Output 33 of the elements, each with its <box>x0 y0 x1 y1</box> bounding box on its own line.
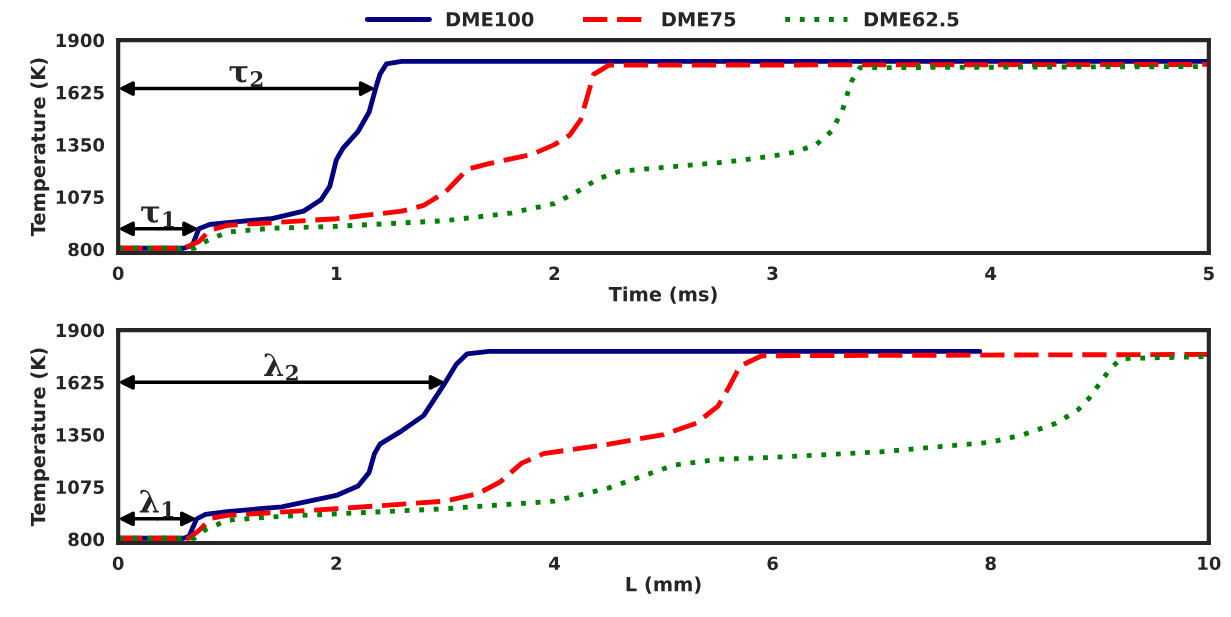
y-tick-label: 1900 <box>56 323 105 338</box>
x-tick-label: 2 <box>331 556 342 570</box>
y-tick-label: 800 <box>68 532 105 547</box>
y-axis-title: Temperature (K) <box>30 58 50 237</box>
y-tick-label: 1625 <box>56 85 104 100</box>
y-tick-label: 1350 <box>56 428 105 442</box>
x-tick-label: 4 <box>985 266 997 280</box>
annotation: λ$_{1}$ <box>139 489 174 518</box>
x-axis-title: Time (ms) <box>608 286 717 304</box>
x-tick-label: 2 <box>549 266 560 280</box>
y-tick-label: 1900 <box>56 33 105 48</box>
x-tick-label: 0 <box>112 556 124 571</box>
y-tick-label: 1625 <box>56 375 104 390</box>
legend-label: DME75 <box>662 12 736 27</box>
annotation: τ$_{2}$ <box>229 66 263 87</box>
y-tick-label: 1075 <box>56 190 104 205</box>
x-tick-label: 4 <box>548 556 560 570</box>
annotation: τ$_{1}$ <box>141 206 174 228</box>
x-tick-label: 1 <box>332 266 342 280</box>
x-tick-label: 6 <box>767 556 778 571</box>
legend-label: DME100 <box>446 11 534 27</box>
x-tick-label: 8 <box>985 556 996 571</box>
x-axis-title: L (mm) <box>626 576 701 594</box>
y-axis-title: Temperature (K) <box>30 348 50 527</box>
x-tick-label: 10 <box>1198 556 1221 571</box>
x-tick-label: 5 <box>1203 266 1214 281</box>
legend-label: DME62.5 <box>864 11 959 27</box>
y-tick-label: 800 <box>68 242 105 257</box>
annotation: λ$_{2}$ <box>264 353 298 381</box>
x-tick-label: 3 <box>767 266 778 281</box>
y-tick-label: 1350 <box>56 138 105 152</box>
y-tick-label: 1075 <box>56 480 104 495</box>
x-tick-label: 0 <box>112 266 124 281</box>
